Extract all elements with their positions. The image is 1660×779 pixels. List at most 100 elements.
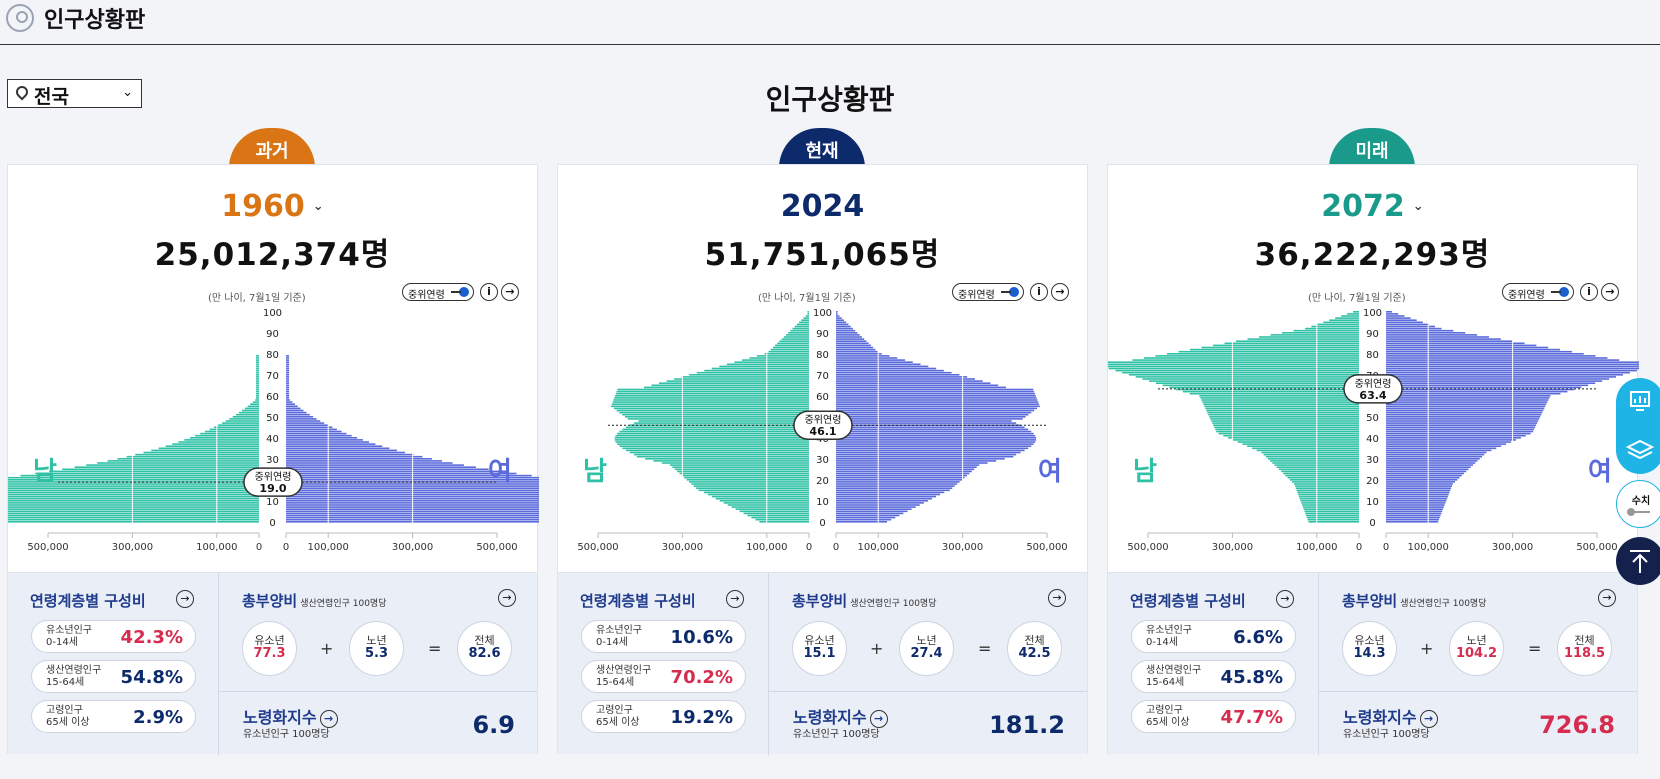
male-bar-age-60 — [615, 395, 809, 397]
female-bar-age-16 — [1386, 487, 1452, 489]
aging-title-text: 노령화지수 — [793, 708, 867, 727]
female-bar-age-50 — [286, 416, 314, 418]
female-bar-age-23 — [286, 472, 517, 475]
male-bar-age-34 — [625, 449, 809, 452]
toggle-knob — [1001, 287, 1019, 297]
arrow-right-icon[interactable]: → — [498, 589, 516, 607]
male-bar-age-96 — [1329, 319, 1359, 321]
male-bar-age-26 — [74, 466, 259, 468]
arrow-right-icon[interactable]: → — [1048, 589, 1066, 607]
male-bar-age-74 — [719, 365, 809, 368]
female-label: 여 — [488, 457, 512, 487]
median-age-toggle[interactable]: 중위연령 — [1502, 283, 1574, 301]
female-bar-age-46 — [1386, 424, 1537, 426]
population-panel: 1960 ⌄ 25,012,374명 (만 나이, 7월1일 기준) 중위연령 i… — [7, 164, 539, 755]
male-bar-age-52 — [239, 411, 259, 414]
male-bar-age-38 — [1237, 441, 1359, 443]
male-bar-age-39 — [184, 439, 259, 441]
male-bar-age-8 — [727, 504, 809, 506]
female-bar-age-46 — [286, 424, 329, 426]
female-bar-age-95 — [1386, 321, 1423, 324]
male-bar-age-24 — [677, 470, 809, 473]
female-bar-age-67 — [1386, 380, 1603, 382]
scroll-top-button[interactable] — [1616, 537, 1660, 585]
male-bar-age-71 — [696, 371, 809, 374]
female-bar-age-4 — [836, 512, 904, 515]
age-tick-label: 60 — [816, 392, 829, 403]
arrow-right-icon[interactable]: → — [1601, 283, 1619, 301]
arrow-right-icon[interactable]: → — [501, 283, 519, 301]
male-bar-age-53 — [242, 409, 259, 412]
male-bar-age-72 — [256, 369, 259, 372]
arrow-right-icon[interactable]: → — [1419, 710, 1438, 728]
male-bar-age-60 — [256, 395, 259, 397]
arrow-right-icon[interactable]: → — [1598, 589, 1616, 607]
aging-index-title: 노령화지수 → — [243, 704, 338, 728]
info-icon[interactable]: i — [1030, 283, 1048, 301]
arrow-right-icon[interactable]: → — [726, 590, 744, 608]
region-select[interactable]: 전국 ⌄ — [7, 79, 142, 108]
chart-view-button[interactable] — [1616, 378, 1660, 426]
female-bar-age-26 — [286, 466, 476, 468]
male-bar-age-75 — [256, 363, 259, 366]
female-bar-age-35 — [286, 447, 390, 450]
working-range: 15-64세 — [46, 677, 85, 688]
male-bar-age-1 — [8, 518, 259, 521]
values-toggle[interactable]: 수치 — [1616, 480, 1660, 528]
age-tick-label: 10 — [816, 497, 829, 508]
year-select[interactable]: 1960 ⌄ — [8, 189, 537, 224]
info-icon[interactable]: i — [1580, 283, 1598, 301]
female-bar-age-27 — [836, 464, 980, 466]
median-age-toggle[interactable]: 중위연령 — [402, 283, 474, 301]
female-bar-age-14 — [1386, 491, 1450, 494]
arrow-right-icon[interactable]: → — [1051, 283, 1069, 301]
arrow-right-icon[interactable]: → — [1276, 590, 1294, 608]
male-bar-age-82 — [770, 348, 809, 351]
male-bar-age-2 — [751, 516, 809, 519]
male-bar-age-98 — [1341, 315, 1359, 317]
male-bar-age-27 — [86, 464, 259, 466]
year-select[interactable]: 2024 — [558, 189, 1087, 224]
male-bar-age-6 — [8, 508, 259, 510]
male-bar-age-93 — [1311, 325, 1359, 328]
male-bar-age-68 — [1142, 378, 1359, 380]
x-tick-label: 500,000 — [1127, 542, 1168, 553]
population-pyramid-chart: 500,000 300,000 100,000 0 0 100,000 300,000 500… — [577, 308, 1067, 553]
female-bar-age-29 — [1386, 460, 1478, 462]
dependency-subtitle: 생산연령인구 100명당 — [300, 599, 387, 609]
female-bar-age-34 — [1386, 449, 1492, 452]
plus-sign: + — [320, 639, 334, 658]
age-tick-label: 0 — [269, 518, 275, 529]
male-bar-age-100 — [1353, 311, 1359, 313]
male-bar-age-70 — [256, 374, 259, 376]
male-bar-age-38 — [178, 441, 259, 443]
male-bar-age-81 — [1178, 350, 1359, 353]
youth-dependency-circle: 유소년 15.1 — [792, 621, 847, 676]
female-bar-age-20 — [836, 479, 963, 481]
male-bar-age-26 — [1276, 466, 1359, 468]
male-bar-age-5 — [8, 510, 259, 513]
year-select[interactable]: 2072 ⌄ — [1108, 189, 1637, 224]
male-bar-age-58 — [613, 399, 809, 401]
female-bar-age-82 — [1386, 348, 1561, 351]
male-bar-age-25 — [62, 468, 260, 471]
female-bar-age-32 — [1386, 453, 1485, 456]
female-bar-age-2 — [1386, 516, 1440, 519]
female-bar-age-13 — [836, 493, 941, 496]
female-bar-age-74 — [286, 365, 290, 368]
median-age-toggle[interactable]: 중위연령 — [952, 283, 1024, 301]
female-bar-age-22 — [836, 474, 967, 477]
female-bar-age-50 — [836, 416, 1026, 418]
info-icon[interactable]: i — [480, 283, 498, 301]
arrow-right-icon[interactable]: → — [176, 590, 194, 608]
female-bar-age-36 — [1386, 445, 1502, 447]
female-bar-age-73 — [836, 367, 937, 370]
arrow-right-icon[interactable]: → — [869, 710, 888, 728]
youth-percent: 42.3% — [120, 627, 183, 648]
x-tick-label: 100,000 — [858, 542, 899, 553]
female-bar-age-31 — [836, 455, 1014, 458]
layers-button[interactable] — [1616, 426, 1660, 474]
male-bar-age-2 — [8, 516, 259, 519]
arrow-right-icon[interactable]: → — [319, 710, 338, 728]
elderly-percent: 19.2% — [670, 707, 733, 728]
